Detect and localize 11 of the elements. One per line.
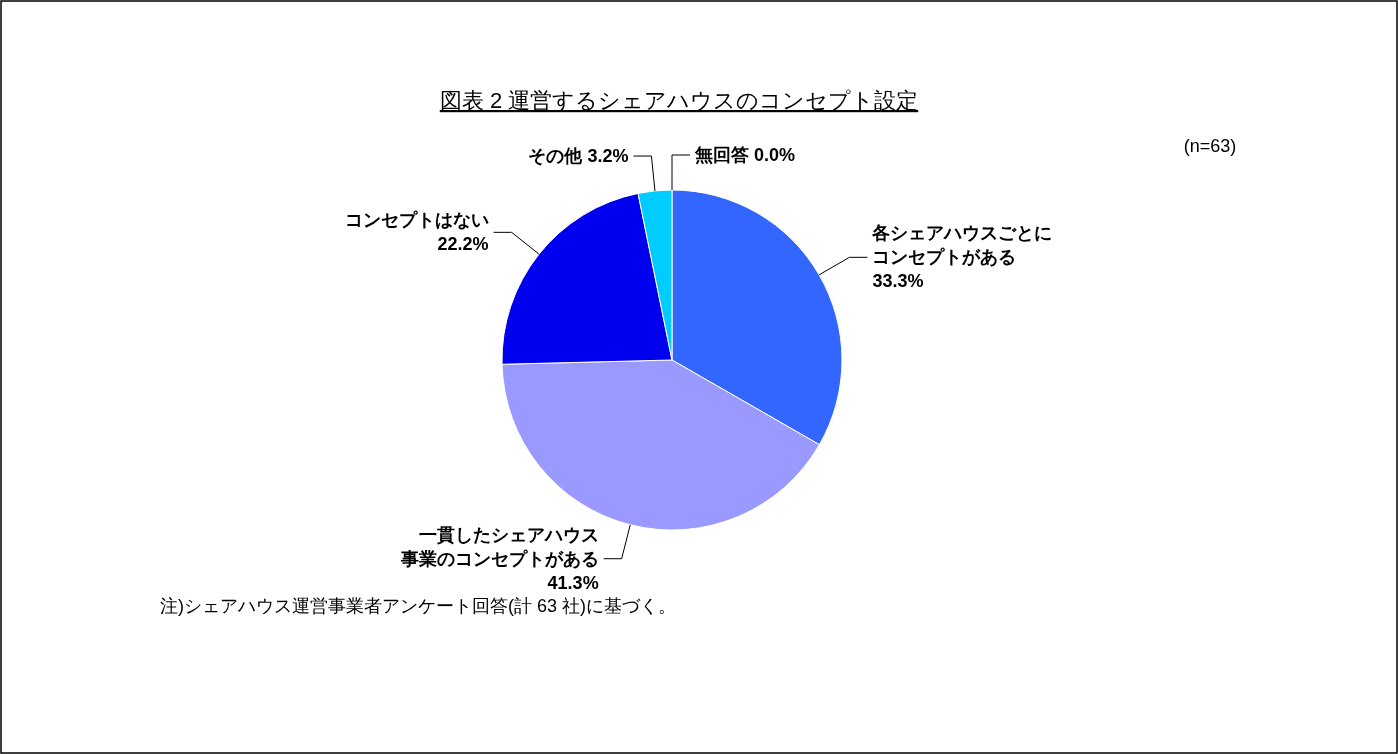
data-label: 33.3% [872, 271, 924, 292]
slice-label: 各シェアハウスごとにコンセプトがある [871, 223, 1053, 268]
text: (n=63) [1183, 136, 1237, 156]
data-label: 41.3% [547, 572, 599, 593]
slice-label: 一貫したシェアハウス事業のコンセプトがある [399, 524, 599, 569]
chart-title: 図表 2 運営するシェアハウスのコンセプト設定 [439, 88, 919, 113]
text: 注)シェアハウス運営事業者アンケート回答(計 63 社)に基づく。 [160, 596, 677, 616]
category-label: 無回答 0.0% [695, 145, 796, 165]
slice-label: コンセプトはない [344, 210, 489, 231]
slice-label: その他 3.2% [528, 146, 629, 167]
data-label: 22.2% [437, 234, 489, 255]
